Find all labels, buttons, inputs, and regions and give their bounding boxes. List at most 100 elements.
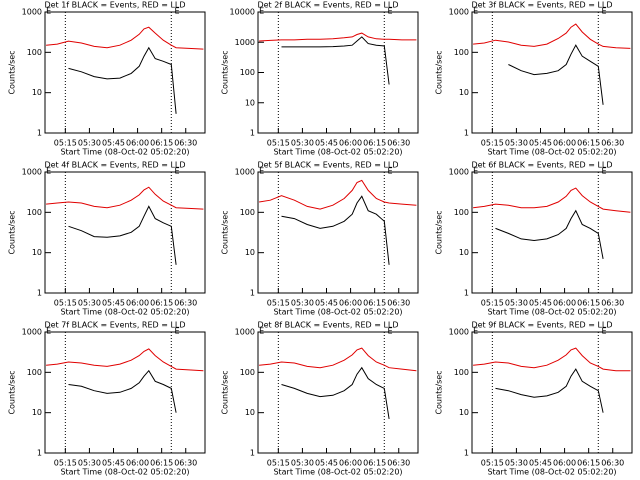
x-tick-label: 06:00 [553, 139, 576, 148]
y-tick-label: 100 [454, 208, 469, 217]
y-tick-label: 1000 [449, 328, 469, 337]
y-tick-label: 1000 [449, 8, 469, 17]
chart-title: Det 9f BLACK = Events, RED = LLD [471, 321, 612, 330]
x-tick-label: 06:15 [577, 459, 600, 468]
x-tick-label: 05:30 [78, 139, 101, 148]
series-line [68, 205, 177, 265]
y-tick-label: 1 [464, 449, 469, 458]
chart-title: Det 4f BLACK = Events, RED = LLD [44, 161, 185, 170]
x-tick-label: 06:00 [553, 459, 576, 468]
x-tick-label: 05:45 [102, 299, 125, 308]
y-tick-label: 1 [464, 129, 469, 138]
x-tick-label: 06:30 [387, 299, 410, 308]
x-tick-label: 05:30 [505, 459, 528, 468]
y-tick-label: 1000 [449, 168, 469, 177]
y-tick-label: 10 [245, 248, 255, 257]
flag-label: E [46, 167, 51, 176]
x-axis-label: Start Time (08-Oct-02 05:02:20) [487, 148, 616, 157]
x-axis-label: Start Time (08-Oct-02 05:02:20) [487, 468, 616, 477]
flag-label: E [259, 327, 264, 336]
chart-title: Det 1f BLACK = Events, RED = LLD [44, 1, 185, 10]
x-tick-label: 06:30 [387, 139, 410, 148]
series-line [495, 209, 604, 259]
plot-frame [471, 171, 633, 294]
y-axis-label: Counts/sec [221, 370, 230, 414]
plot-frame [471, 11, 633, 134]
y-tick-label: 10 [245, 408, 255, 417]
y-tick-label: 1000 [235, 168, 255, 177]
series-line [473, 347, 631, 372]
flag-label: E [174, 327, 179, 336]
flag-label: E [387, 327, 392, 336]
x-tick-label: 06:00 [126, 459, 149, 468]
x-axis-label: Start Time (08-Oct-02 05:02:20) [273, 468, 402, 477]
x-tick-label: 05:45 [315, 459, 338, 468]
series-line [495, 368, 604, 413]
x-tick-label: 05:30 [505, 299, 528, 308]
series-line [281, 366, 390, 419]
y-tick-label: 1000 [22, 328, 42, 337]
flag-label: E [46, 7, 51, 16]
flag-label: E [174, 7, 179, 16]
x-axis-label: Start Time (08-Oct-02 05:02:20) [273, 148, 402, 157]
x-tick-label: 06:30 [174, 459, 197, 468]
y-axis-label: Counts/sec [8, 370, 17, 414]
flag-label: E [174, 167, 179, 176]
y-tick-label: 100 [240, 368, 255, 377]
y-tick-label: 10 [459, 248, 469, 257]
x-tick-label: 06:30 [174, 299, 197, 308]
plot-frame [257, 171, 419, 294]
flag-label: E [601, 167, 606, 176]
x-tick-label: 06:15 [363, 139, 386, 148]
chart-title: Det 8f BLACK = Events, RED = LLD [257, 321, 398, 330]
x-tick-label: 06:15 [363, 459, 386, 468]
x-axis-label: Start Time (08-Oct-02 05:02:20) [60, 308, 189, 317]
y-tick-label: 1000 [22, 168, 42, 177]
x-tick-label: 05:45 [102, 139, 125, 148]
x-tick-label: 05:15 [54, 459, 77, 468]
chart-title: Det 3f BLACK = Events, RED = LLD [471, 1, 612, 10]
series-line [68, 369, 177, 413]
x-tick-label: 05:15 [267, 139, 290, 148]
plot-frame [44, 171, 206, 294]
x-tick-label: 05:45 [529, 139, 552, 148]
series-line [46, 348, 204, 372]
y-tick-label: 100 [454, 48, 469, 57]
y-tick-label: 100 [27, 48, 42, 57]
y-tick-label: 1 [464, 289, 469, 298]
x-tick-label: 06:30 [601, 139, 624, 148]
series-line [473, 187, 631, 213]
x-tick-label: 06:00 [126, 139, 149, 148]
series-line [259, 347, 417, 372]
y-tick-label: 100 [454, 368, 469, 377]
x-tick-label: 06:00 [553, 299, 576, 308]
y-tick-label: 100 [27, 368, 42, 377]
y-tick-label: 10 [459, 408, 469, 417]
flag-label: E [473, 167, 478, 176]
x-tick-label: 06:30 [601, 459, 624, 468]
series-line [508, 44, 604, 105]
x-tick-label: 06:30 [174, 139, 197, 148]
x-axis-label: Start Time (08-Oct-02 05:02:20) [60, 468, 189, 477]
series-line [259, 32, 417, 42]
y-axis-label: Counts/sec [435, 210, 444, 254]
y-tick-label: 1000 [235, 328, 255, 337]
plot-frame [471, 331, 633, 454]
y-tick-label: 1000 [22, 8, 42, 17]
y-tick-label: 10 [32, 408, 42, 417]
flag-label: E [601, 327, 606, 336]
x-tick-label: 06:30 [601, 299, 624, 308]
x-tick-label: 05:15 [267, 459, 290, 468]
x-tick-label: 06:15 [150, 139, 173, 148]
chart-title: Det 2f BLACK = Events, RED = LLD [257, 1, 398, 10]
series-line [281, 195, 390, 265]
x-tick-label: 05:30 [291, 459, 314, 468]
y-tick-label: 1000 [235, 38, 255, 47]
x-tick-label: 05:45 [102, 459, 125, 468]
flag-label: E [387, 167, 392, 176]
flag-label: E [601, 7, 606, 16]
y-axis-label: Counts/sec [8, 210, 17, 254]
y-tick-label: 1 [37, 449, 42, 458]
x-tick-label: 05:45 [529, 459, 552, 468]
flag-label: E [259, 167, 264, 176]
